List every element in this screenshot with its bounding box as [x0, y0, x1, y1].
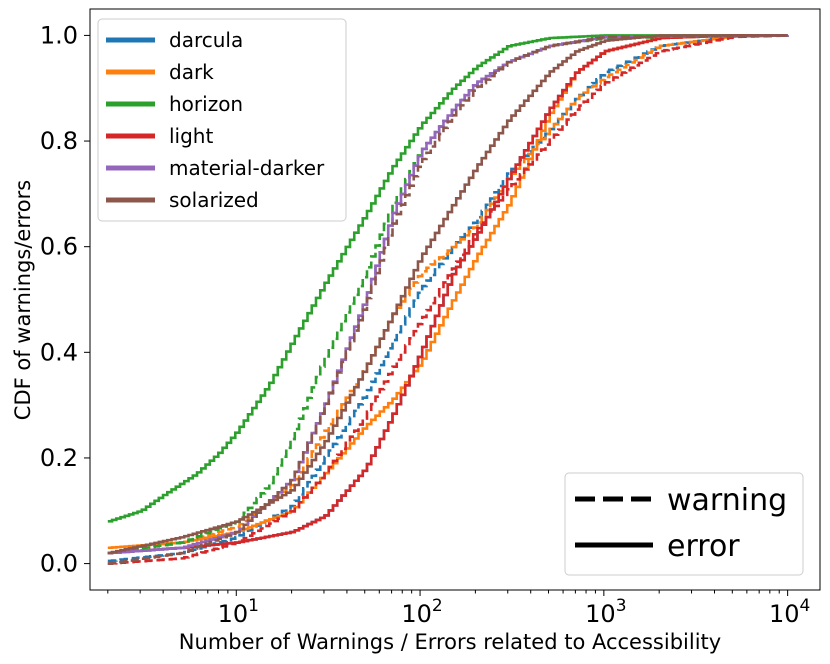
- y-axis-ticks: 0.0 0.2 0.4 0.6 0.8 1.0: [40, 21, 90, 578]
- legend-label-light: light: [169, 124, 213, 148]
- x-axis-ticks: 101 102 103 104: [107, 590, 810, 628]
- x-tick-label: 101: [218, 596, 259, 628]
- legend-label-darcula: darcula: [169, 28, 243, 52]
- x-axis-label: Number of Warnings / Errors related to A…: [179, 630, 721, 654]
- legend-label-solarized: solarized: [169, 188, 259, 212]
- dark-warning-line: [107, 34, 789, 555]
- legend-label-material-darker: material-darker: [169, 156, 325, 180]
- line-style-legend: warning error: [564, 472, 804, 576]
- solarized-error-line: [107, 34, 788, 555]
- legend-box: [97, 18, 347, 222]
- y-tick-label: 0.2: [40, 444, 78, 472]
- darcula-warning-line: [107, 34, 789, 563]
- legend-label-dark: dark: [169, 60, 214, 84]
- style-legend-label-error: error: [667, 529, 740, 564]
- y-tick-label: 1.0: [40, 21, 78, 49]
- plot-frame: [89, 8, 821, 591]
- x-tick-label: 103: [585, 596, 626, 628]
- y-tick-label: 0.0: [40, 550, 78, 578]
- horizon-error-line: [107, 34, 788, 523]
- style-legend-box: [564, 472, 804, 576]
- style-legend-label-warning: warning: [667, 483, 787, 518]
- x-tick-label: 102: [401, 596, 442, 628]
- series-legend: darcula dark horizon light material-darker so…: [97, 18, 347, 222]
- y-axis-label: CDF of warnings/errors: [11, 180, 35, 420]
- y-tick-label: 0.4: [40, 338, 78, 366]
- legend-label-horizon: horizon: [169, 92, 243, 116]
- light-warning-line: [107, 34, 789, 565]
- x-tick-label: 104: [769, 596, 810, 628]
- y-tick-label: 0.6: [40, 233, 78, 261]
- series-layer: [107, 34, 789, 565]
- light-error-line: [107, 34, 788, 555]
- y-tick-label: 0.8: [40, 127, 78, 155]
